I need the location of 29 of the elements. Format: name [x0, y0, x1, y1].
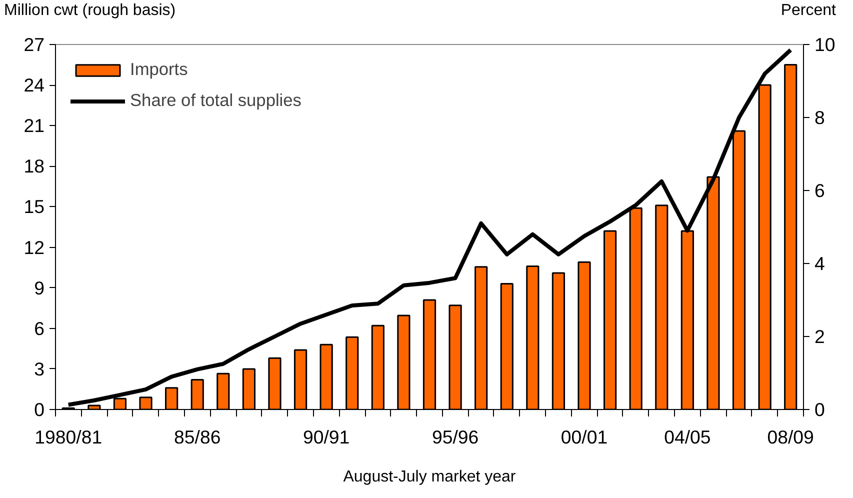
y-tick-label: 9: [34, 277, 45, 298]
y2-tick-label: 6: [814, 180, 825, 201]
x-tick-label: 04/05: [664, 426, 711, 448]
legend-label: Share of total supplies: [130, 90, 302, 111]
x-tick-label: 90/91: [302, 426, 350, 448]
x-tick-label: 00/01: [560, 426, 608, 448]
y-tick-label: 27: [24, 34, 45, 55]
y-tick-label: 6: [34, 318, 45, 339]
y-tick-label: 3: [34, 358, 45, 380]
y2-tick-label: 0: [814, 399, 825, 420]
y-tick-label: 0: [34, 399, 45, 420]
y-tick-label: 24: [24, 74, 45, 96]
y2-axis-title: Percent: [780, 1, 836, 21]
y-tick-label: 15: [24, 196, 45, 218]
x-tick-label: 08/09: [767, 426, 814, 448]
y-tick-label: 12: [24, 236, 45, 258]
x-axis-title: August-July market year: [343, 468, 516, 486]
y-tick-label: 21: [24, 115, 45, 136]
y2-tick-label: 4: [814, 253, 825, 274]
y-tick-label: 18: [24, 156, 45, 177]
y2-tick-label: 8: [814, 107, 825, 128]
x-tick-label: 95/96: [432, 426, 479, 448]
line-series: [66, 48, 793, 407]
y2-tick-label: 10: [814, 34, 836, 55]
legend-label: Imports: [130, 59, 188, 80]
x-tick-label: 1980/81: [34, 426, 102, 448]
x-tick-label: 85/86: [174, 426, 221, 448]
y-axis-title: Million cwt (rough basis): [4, 1, 176, 21]
y2-tick-label: 2: [814, 326, 825, 347]
